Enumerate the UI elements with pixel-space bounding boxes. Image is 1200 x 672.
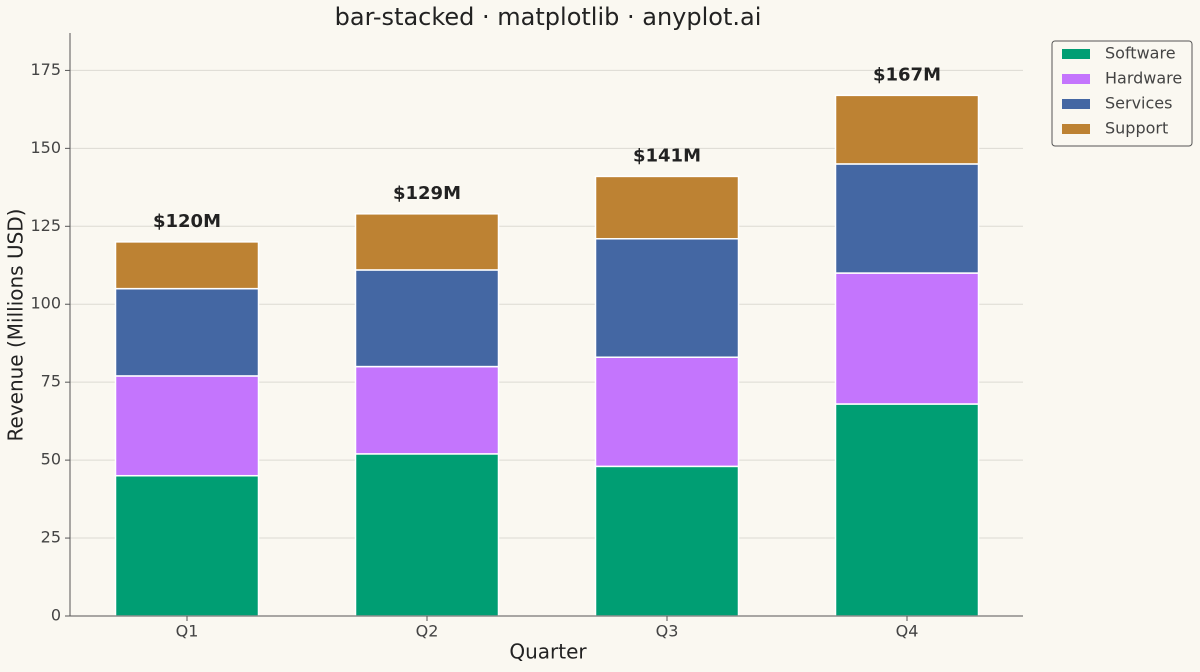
legend-label: Software xyxy=(1105,44,1176,63)
y-tick-label: 25 xyxy=(41,528,61,547)
bar-segment xyxy=(354,213,500,271)
bar-segment xyxy=(354,269,500,368)
chart-title: bar-stacked · matplotlib · anyplot.ai xyxy=(335,3,762,31)
x-tick-label: Q2 xyxy=(416,622,439,641)
legend-label: Services xyxy=(1105,94,1172,113)
legend-swatch xyxy=(1062,124,1090,134)
x-tick-label: Q3 xyxy=(656,622,679,641)
bar-segment xyxy=(594,465,740,617)
bar-segment xyxy=(114,241,260,290)
bar-segment xyxy=(594,356,740,468)
legend-swatch xyxy=(1062,74,1090,84)
bar-segment xyxy=(594,238,740,358)
total-label: $167M xyxy=(873,64,941,85)
y-tick-label: 150 xyxy=(30,138,61,157)
bar-segment xyxy=(834,272,980,405)
bar-segment xyxy=(834,94,980,165)
y-tick-label: 100 xyxy=(30,294,61,313)
y-tick-label: 125 xyxy=(30,216,61,235)
bar-segment xyxy=(834,403,980,617)
x-tick-label: Q1 xyxy=(176,622,199,641)
y-tick-label: 75 xyxy=(41,372,61,391)
bar-segment xyxy=(354,365,500,455)
legend-box xyxy=(1051,40,1193,147)
bar-segment xyxy=(594,175,740,240)
y-tick-label: 50 xyxy=(41,450,61,469)
total-label: $120M xyxy=(153,211,221,232)
legend-label: Support xyxy=(1105,119,1168,138)
total-label: $141M xyxy=(633,145,701,166)
y-tick-label: 175 xyxy=(30,60,61,79)
x-axis-label: Quarter xyxy=(509,640,587,664)
bar-segment xyxy=(114,287,260,377)
bar-segment xyxy=(834,163,980,274)
y-axis-label: Revenue (Millions USD) xyxy=(4,209,28,442)
legend-label: Hardware xyxy=(1105,69,1182,88)
legend-swatch xyxy=(1062,99,1090,109)
bar-segment xyxy=(114,375,260,477)
y-tick-label: 0 xyxy=(51,606,61,625)
legend-swatch xyxy=(1062,49,1090,59)
bar-segment xyxy=(354,453,500,617)
bar-segment xyxy=(114,474,260,617)
x-tick-label: Q4 xyxy=(896,622,919,641)
total-label: $129M xyxy=(393,183,461,204)
